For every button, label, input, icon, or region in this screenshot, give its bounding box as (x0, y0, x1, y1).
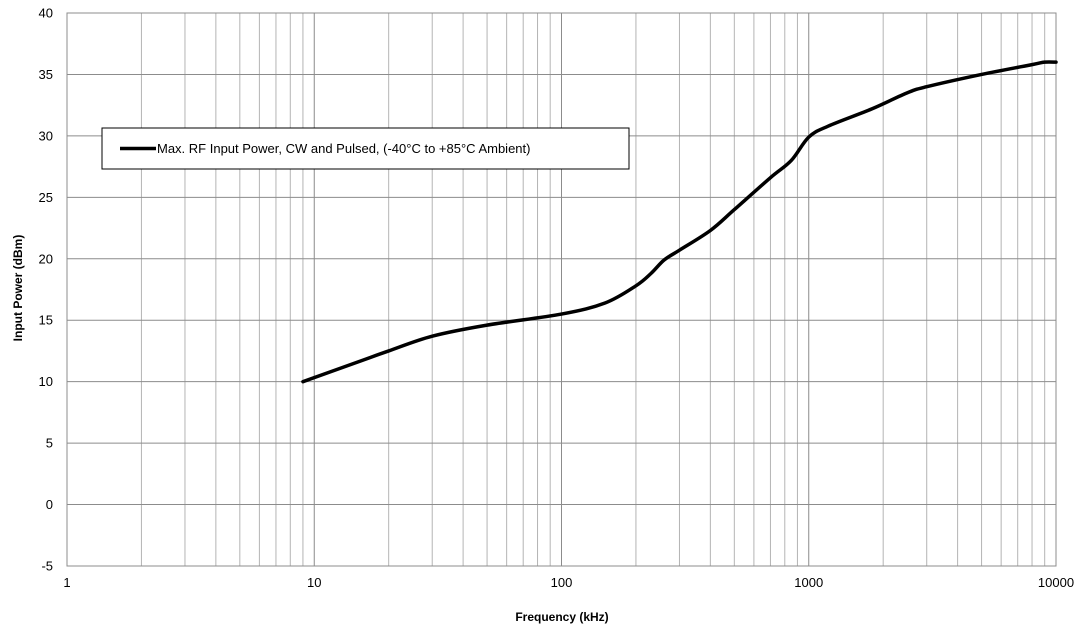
y-tick-label: 35 (39, 67, 53, 82)
legend: Max. RF Input Power, CW and Pulsed, (-40… (101, 127, 630, 170)
series-line (301, 60, 1058, 384)
x-axis-tick-labels: 1 10 100 1000 10000 (63, 575, 1074, 590)
y-tick-label: -5 (41, 559, 53, 574)
y-tick-label: 25 (39, 190, 53, 205)
legend-box (101, 127, 630, 170)
y-tick-label: 10 (39, 374, 53, 389)
x-tick-label: 1 (63, 575, 70, 590)
x-axis-title: Frequency (kHz) (515, 610, 608, 624)
plot-area-frame (66, 12, 1057, 567)
y-tick-label: 30 (39, 128, 53, 143)
x-tick-label: 10 (307, 575, 321, 590)
major-gridlines (66, 12, 1057, 567)
y-tick-label: 0 (46, 497, 53, 512)
y-axis-tick-labels: -5 0 5 10 15 20 25 30 35 40 (39, 6, 53, 574)
y-tick-label: 40 (39, 6, 53, 21)
y-tick-label: 5 (46, 436, 53, 451)
x-tick-label: 10000 (1038, 575, 1074, 590)
y-axis-title: Input Power (dBm) (11, 235, 25, 342)
x-tick-label: 100 (551, 575, 573, 590)
series-layer (301, 60, 1058, 384)
legend-entry-label: Max. RF Input Power, CW and Pulsed, (-40… (157, 141, 530, 156)
y-tick-label: 20 (39, 251, 53, 266)
y-tick-label: 15 (39, 313, 53, 328)
x-tick-label: 1000 (794, 575, 823, 590)
minor-gridlines (140, 13, 1046, 566)
